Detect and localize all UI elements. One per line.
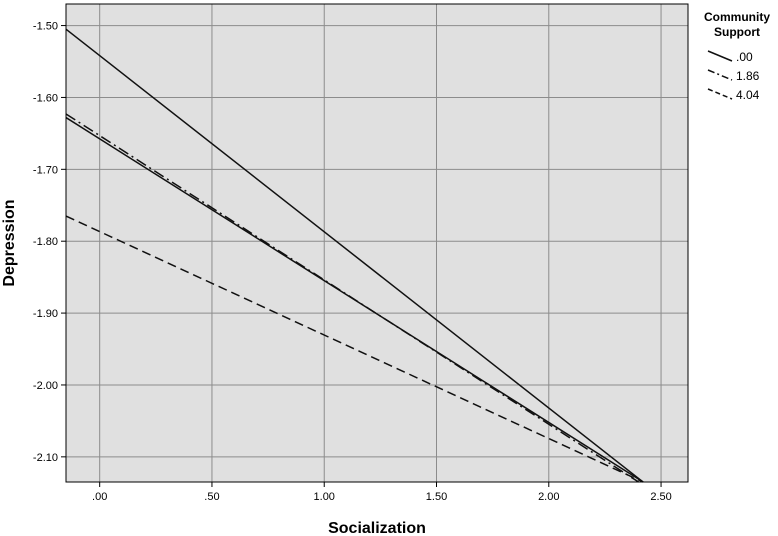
- y-axis-title: Depression: [1, 199, 18, 286]
- plot-frame: [65, 3, 689, 483]
- x-tick-label: 2.00: [538, 491, 559, 503]
- y-tick-label: -2.00: [33, 380, 58, 392]
- y-tick-label: -2.10: [33, 452, 58, 464]
- x-tick-label: .50: [204, 491, 219, 503]
- x-tick-label: 1.00: [314, 491, 335, 503]
- y-tick-label: -1.50: [33, 21, 58, 33]
- y-tick-label: -1.60: [33, 92, 58, 104]
- gridlines: [66, 4, 688, 482]
- series-lines: [65, 28, 644, 483]
- series-line-3: [65, 116, 644, 483]
- y-tick-label: -1.70: [33, 164, 58, 176]
- y-tick-label: -1.80: [33, 236, 58, 248]
- legend-label: 4.04: [736, 88, 760, 102]
- legend: Community Support .00 1.86 4.04: [704, 10, 770, 102]
- y-axis-ticks: -1.50 -1.60 -1.70 -1.80 -1.90 -2.00 -2.10: [33, 21, 66, 464]
- legend-label: .00: [736, 50, 753, 64]
- x-axis-title: Socialization: [328, 520, 426, 536]
- series-line-4: [65, 215, 644, 483]
- x-axis-ticks: .00 .50 1.00 1.50 2.00 2.50: [92, 482, 672, 503]
- legend-swatch: [707, 50, 733, 62]
- legend-title-line-1: Community: [704, 10, 770, 24]
- legend-label: 1.86: [736, 69, 760, 83]
- legend-swatch: [707, 88, 733, 100]
- y-tick-label: -1.90: [33, 308, 58, 320]
- x-tick-label: 2.50: [650, 491, 671, 503]
- x-tick-label: 1.50: [426, 491, 447, 503]
- legend-title-line-2: Support: [714, 25, 760, 39]
- series-line-1: [65, 28, 644, 483]
- plot-area: [66, 4, 688, 482]
- x-tick-label: .00: [92, 491, 107, 503]
- legend-swatch: [707, 69, 733, 81]
